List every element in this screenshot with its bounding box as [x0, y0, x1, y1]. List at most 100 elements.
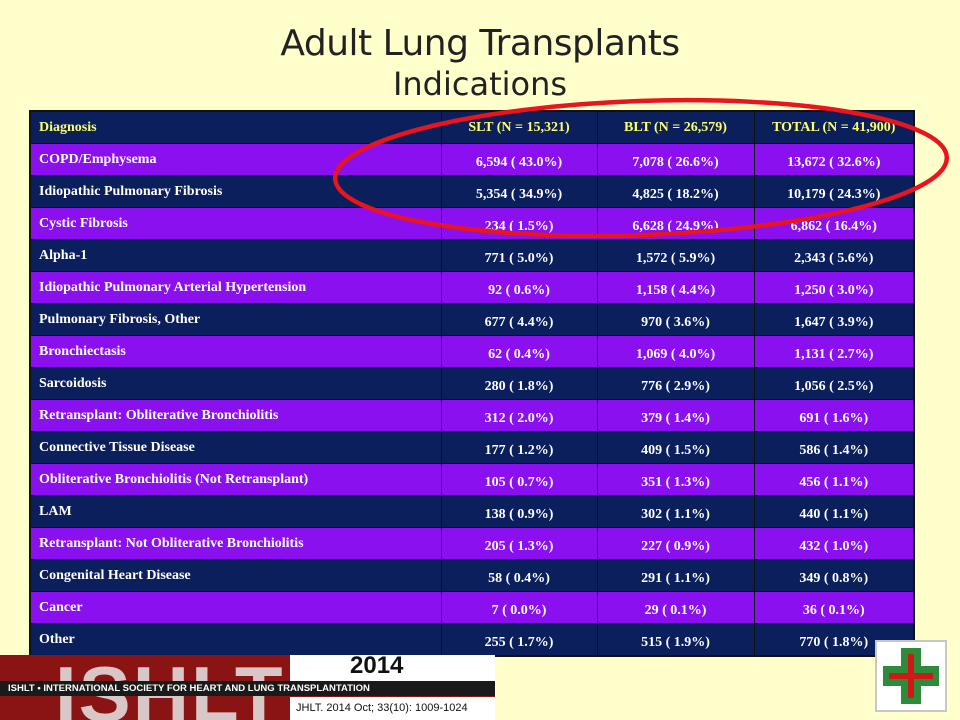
table-row: Alpha-1 771 ( 5.0%) 1,572 ( 5.9%) 2,343 ( 5… — [29, 239, 915, 272]
table-row: Other 255 ( 1.7%) 515 ( 1.9%) 770 ( 1.8%) — [29, 623, 915, 657]
diagnosis-cell: Congenital Heart Disease — [29, 559, 442, 592]
total-cell-text: 13,672 ( 32.6%) — [787, 154, 881, 170]
diagnosis-cell: COPD/Emphysema — [29, 143, 442, 176]
diagnosis-cell: Other — [29, 623, 442, 657]
blt-cell-text: 1,572 ( 5.9%) — [635, 250, 716, 266]
blt-cell-text: 1,069 ( 4.0%) — [635, 346, 716, 362]
total-cell-text: 2,343 ( 5.6%) — [794, 250, 874, 266]
blt-cell-text: 6,628 ( 24.9%) — [632, 218, 719, 234]
slt-cell: 138 ( 0.9%) — [440, 495, 598, 528]
slt-cell-text: 771 ( 5.0%) — [484, 250, 554, 266]
table-row: Pulmonary Fibrosis, Other 677 ( 4.4%) 970 … — [29, 303, 915, 336]
blt-cell: 1,572 ( 5.9%) — [596, 239, 755, 272]
total-cell-text: 1,647 ( 3.9%) — [794, 314, 874, 330]
total-cell: 456 ( 1.1%) — [753, 463, 915, 496]
total-cell-text: 432 ( 1.0%) — [799, 538, 869, 554]
slt-cell: 255 ( 1.7%) — [440, 623, 598, 657]
header-blt: BLT (N = 26,579) — [596, 110, 755, 144]
slide-title: Adult Lung Transplants — [280, 23, 680, 64]
total-cell: 349 ( 0.8%) — [753, 559, 915, 592]
slt-cell: 280 ( 1.8%) — [440, 367, 598, 400]
table-row: LAM 138 ( 0.9%) 302 ( 1.1%) 440 ( 1.1%) — [29, 495, 915, 528]
table-header-row: Diagnosis SLT (N = 15,321) BLT (N = 26,5… — [29, 110, 915, 144]
diagnosis-cell: LAM — [29, 495, 442, 528]
table-row: Idiopathic Pulmonary Arterial Hypertensi… — [29, 271, 915, 304]
blt-cell: 302 ( 1.1%) — [596, 495, 755, 528]
slt-cell: 62 ( 0.4%) — [440, 335, 598, 368]
blt-cell: 7,078 ( 26.6%) — [596, 143, 755, 176]
slt-cell: 205 ( 1.3%) — [440, 527, 598, 560]
blt-cell: 29 ( 0.1%) — [596, 591, 755, 624]
blt-cell-text: 291 ( 1.1%) — [641, 570, 710, 586]
blt-cell: 515 ( 1.9%) — [596, 623, 755, 657]
slt-cell: 7 ( 0.0%) — [440, 591, 598, 624]
diagnosis-cell: Cystic Fibrosis — [29, 207, 442, 240]
diagnosis-cell: Retransplant: Obliterative Bronchiolitis — [29, 399, 442, 432]
blt-cell-text: 7,078 ( 26.6%) — [632, 154, 719, 170]
blt-cell-text: 409 ( 1.5%) — [641, 442, 710, 458]
slt-cell: 105 ( 0.7%) — [440, 463, 598, 496]
blt-cell-text: 227 ( 0.9%) — [641, 538, 710, 554]
table-row: Sarcoidosis 280 ( 1.8%) 776 ( 2.9%) 1,056 (… — [29, 367, 915, 400]
slt-cell: 58 ( 0.4%) — [440, 559, 598, 592]
total-cell-text: 36 ( 0.1%) — [802, 602, 865, 618]
total-cell: 1,647 ( 3.9%) — [753, 303, 915, 336]
total-cell-text: 586 ( 1.4%) — [799, 442, 869, 458]
slt-cell-text: 177 ( 1.2%) — [484, 442, 554, 458]
total-cell-text: 456 ( 1.1%) — [799, 474, 869, 490]
total-cell: 586 ( 1.4%) — [753, 431, 915, 464]
slide-subtitle: Indications — [392, 65, 568, 103]
header-total: TOTAL (N = 41,900) — [753, 110, 915, 144]
blt-cell: 1,158 ( 4.4%) — [596, 271, 755, 304]
header-slt: SLT (N = 15,321) — [440, 110, 598, 144]
blt-cell: 4,825 ( 18.2%) — [596, 175, 755, 208]
diagnosis-cell: Obliterative Bronchiolitis (Not Retransp… — [29, 463, 442, 496]
table-row: Cancer 7 ( 0.0%) 29 ( 0.1%) 36 ( 0.1%) — [29, 591, 915, 624]
table-row: Retransplant: Not Obliterative Bronchiol… — [29, 527, 915, 560]
slt-cell: 771 ( 5.0%) — [440, 239, 598, 272]
slt-cell: 312 ( 2.0%) — [440, 399, 598, 432]
blt-cell-text: 515 ( 1.9%) — [641, 634, 710, 650]
slt-cell-text: 205 ( 1.3%) — [484, 538, 554, 554]
blt-cell: 227 ( 0.9%) — [596, 527, 755, 560]
year-label: 2014 — [350, 652, 404, 679]
total-cell: 1,056 ( 2.5%) — [753, 367, 915, 400]
slt-cell: 92 ( 0.6%) — [440, 271, 598, 304]
blt-cell: 1,069 ( 4.0%) — [596, 335, 755, 368]
diagnosis-cell: Connective Tissue Disease — [29, 431, 442, 464]
blt-cell-text: 1,158 ( 4.4%) — [635, 282, 716, 298]
table-row: Cystic Fibrosis 234 ( 1.5%) 6,628 ( 24.9%)… — [29, 207, 915, 240]
blt-cell-text: 776 ( 2.9%) — [641, 378, 710, 394]
slt-cell-text: 92 ( 0.6%) — [488, 282, 550, 298]
slt-cell-text: 7 ( 0.0%) — [491, 602, 547, 618]
total-cell-text: 1,056 ( 2.5%) — [794, 378, 874, 394]
slt-cell-text: 312 ( 2.0%) — [484, 410, 554, 426]
blt-cell-text: 302 ( 1.1%) — [641, 506, 710, 522]
citation: JHLT. 2014 Oct; 33(10): 1009-1024 — [290, 697, 495, 720]
table-row: Obliterative Bronchiolitis (Not Retransp… — [29, 463, 915, 496]
slt-cell: 6,594 ( 43.0%) — [440, 143, 598, 176]
blt-cell: 409 ( 1.5%) — [596, 431, 755, 464]
total-cell: 2,343 ( 5.6%) — [753, 239, 915, 272]
blt-cell: 351 ( 1.3%) — [596, 463, 755, 496]
slt-cell-text: 138 ( 0.9%) — [484, 506, 554, 522]
diagnosis-cell: Retransplant: Not Obliterative Bronchiol… — [29, 527, 442, 560]
slt-cell-text: 280 ( 1.8%) — [484, 378, 554, 394]
slt-cell-text: 6,594 ( 43.0%) — [475, 154, 563, 170]
slt-cell-text: 234 ( 1.5%) — [484, 218, 554, 234]
org-name-strip: ISHLT • INTERNATIONAL SOCIETY FOR HEART … — [0, 681, 495, 696]
total-cell-text: 349 ( 0.8%) — [799, 570, 869, 586]
blt-cell: 291 ( 1.1%) — [596, 559, 755, 592]
diagnosis-cell: Idiopathic Pulmonary Arterial Hypertensi… — [29, 271, 442, 304]
total-cell-text: 440 ( 1.1%) — [799, 506, 869, 522]
total-cell: 13,672 ( 32.6%) — [753, 143, 915, 176]
table-row: COPD/Emphysema 6,594 ( 43.0%) 7,078 ( 26.6… — [29, 143, 915, 176]
blt-cell: 379 ( 1.4%) — [596, 399, 755, 432]
table-row: Retransplant: Obliterative Bronchiolitis… — [29, 399, 915, 432]
diagnosis-cell: Pulmonary Fibrosis, Other — [29, 303, 442, 336]
slt-cell-text: 677 ( 4.4%) — [484, 314, 554, 330]
blt-cell-text: 4,825 ( 18.2%) — [632, 186, 719, 202]
table-row: Congenital Heart Disease 58 ( 0.4%) 291 ( … — [29, 559, 915, 592]
total-cell: 6,862 ( 16.4%) — [753, 207, 915, 240]
blt-cell-text: 29 ( 0.1%) — [644, 602, 707, 618]
